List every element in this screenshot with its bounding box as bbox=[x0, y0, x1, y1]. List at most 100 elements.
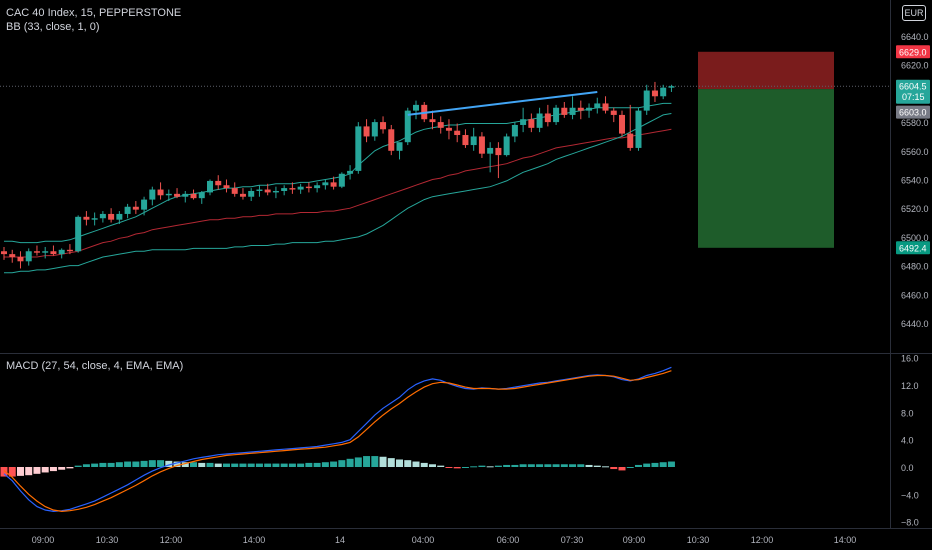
macd-histogram-bar bbox=[58, 467, 66, 470]
candle-body bbox=[470, 136, 477, 146]
candle bbox=[75, 215, 82, 253]
macd-histogram-bar bbox=[222, 463, 230, 467]
candle bbox=[553, 104, 560, 125]
candle-body bbox=[635, 110, 642, 148]
macd-histogram-bar bbox=[544, 464, 552, 467]
macd-histogram-bar bbox=[453, 467, 461, 469]
macd-histogram-bar bbox=[396, 459, 404, 467]
candle bbox=[264, 183, 271, 196]
macd-indicator-label[interactable]: MACD (27, 54, close, 4, EMA, EMA) bbox=[6, 360, 184, 372]
candle-body bbox=[561, 107, 568, 115]
time-axis-tick: 06:00 bbox=[497, 535, 520, 545]
candle-body bbox=[396, 142, 403, 151]
entry-price-label-bg bbox=[896, 105, 930, 119]
macd-histogram-bar bbox=[115, 462, 123, 467]
candle bbox=[470, 127, 477, 151]
macd-histogram-bar bbox=[288, 463, 296, 467]
time-axis-tick: 09:00 bbox=[32, 535, 55, 545]
candle-body bbox=[503, 136, 510, 156]
candle bbox=[635, 107, 642, 151]
macd-histogram-bar bbox=[585, 464, 593, 467]
candle-body bbox=[9, 254, 16, 257]
macd-axis-tick: 4.0 bbox=[901, 436, 914, 446]
candle-body bbox=[536, 113, 543, 128]
candle-body bbox=[520, 119, 527, 125]
macd-histogram-bar bbox=[560, 464, 568, 467]
macd-histogram-bar bbox=[527, 464, 535, 467]
candle bbox=[281, 185, 288, 196]
macd-histogram-bar bbox=[610, 467, 618, 470]
candle-body bbox=[602, 103, 609, 111]
candle-body bbox=[91, 218, 98, 220]
candle bbox=[495, 142, 502, 179]
candle-body bbox=[322, 182, 329, 186]
candle bbox=[528, 113, 535, 133]
last-price-label: 6604.507:15 bbox=[896, 79, 930, 104]
macd-histogram-bar bbox=[330, 461, 338, 467]
macd-histogram-bar bbox=[577, 464, 585, 467]
macd-histogram-bar bbox=[363, 456, 371, 467]
candle-body bbox=[231, 188, 238, 194]
candle bbox=[198, 190, 205, 204]
candle-body bbox=[651, 90, 658, 97]
candle-body bbox=[594, 103, 601, 108]
candle bbox=[462, 129, 469, 148]
candle-body bbox=[660, 87, 667, 97]
time-axis-tick: 10:30 bbox=[687, 535, 710, 545]
candle-body bbox=[338, 173, 345, 187]
bb-upper-band bbox=[4, 102, 672, 244]
last-price-label-countdown: 07:15 bbox=[902, 92, 925, 102]
macd-histogram-bar bbox=[503, 464, 511, 467]
candle bbox=[272, 186, 279, 199]
macd-histogram-bar bbox=[569, 464, 577, 467]
bb-indicator-label[interactable]: BB (33, close, 1, 0) bbox=[6, 21, 100, 33]
candle-body bbox=[437, 122, 444, 128]
signal-line bbox=[3, 370, 672, 513]
macd-histogram-bar bbox=[379, 456, 387, 467]
candle-body bbox=[83, 216, 90, 220]
macd-histogram-bar bbox=[371, 456, 379, 467]
candle bbox=[149, 186, 156, 206]
candle bbox=[586, 103, 593, 118]
currency-badge[interactable]: EUR bbox=[902, 5, 926, 21]
candle bbox=[17, 251, 24, 269]
macd-histogram-bar bbox=[461, 467, 469, 468]
macd-histogram-bar bbox=[140, 460, 148, 467]
macd-histogram-bar bbox=[198, 462, 206, 467]
candle bbox=[174, 188, 181, 199]
candle bbox=[610, 107, 617, 123]
candle-body bbox=[141, 199, 148, 210]
candle bbox=[132, 201, 139, 214]
macd-histogram-bar bbox=[486, 466, 494, 468]
candle-body bbox=[174, 193, 181, 197]
candle-body bbox=[610, 110, 617, 115]
macd-histogram-bar bbox=[49, 467, 57, 472]
candle bbox=[190, 189, 197, 200]
candle-body bbox=[50, 251, 57, 255]
candle-body bbox=[207, 180, 213, 193]
macd-histogram-bar bbox=[66, 467, 74, 469]
macd-histogram-bar bbox=[412, 461, 420, 467]
time-axis-tick: 12:00 bbox=[160, 535, 183, 545]
candle bbox=[388, 124, 395, 156]
macd-histogram-bar bbox=[8, 467, 16, 477]
macd-histogram-bar bbox=[181, 462, 189, 467]
candle bbox=[577, 100, 584, 120]
candle bbox=[182, 190, 189, 203]
macd-histogram-bar bbox=[346, 458, 354, 467]
macd-histogram-bar bbox=[593, 465, 601, 467]
macd-histogram-bar bbox=[124, 461, 132, 467]
candle bbox=[91, 212, 98, 226]
candle-body bbox=[643, 90, 650, 111]
candle-body bbox=[25, 251, 32, 262]
candle-body bbox=[429, 119, 436, 123]
price-axis-tick: 6480.0 bbox=[901, 262, 929, 272]
candle-body bbox=[462, 135, 469, 146]
candle-body bbox=[330, 182, 337, 187]
macd-pane bbox=[0, 366, 675, 513]
macd-histogram-bar bbox=[634, 464, 642, 467]
stop-price-label-bg bbox=[896, 45, 930, 59]
candle-body bbox=[157, 189, 164, 196]
macd-histogram-bar bbox=[321, 462, 329, 467]
